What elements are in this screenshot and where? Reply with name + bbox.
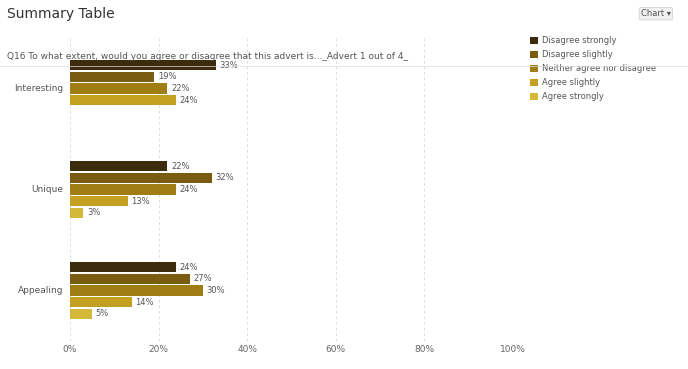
Bar: [70, 60, 216, 70]
Text: 24%: 24%: [180, 96, 198, 105]
Text: 24%: 24%: [180, 185, 198, 194]
Text: 13%: 13%: [131, 197, 150, 206]
Bar: [70, 196, 127, 206]
Text: Appealing: Appealing: [18, 286, 63, 295]
Text: 27%: 27%: [193, 275, 212, 283]
Bar: [70, 161, 167, 171]
Bar: [70, 173, 212, 183]
Text: 32%: 32%: [215, 173, 234, 182]
Text: 22%: 22%: [171, 84, 189, 93]
Text: Summary Table: Summary Table: [7, 7, 114, 21]
Text: Chart ▾: Chart ▾: [641, 9, 671, 18]
Text: 3%: 3%: [87, 208, 100, 217]
Text: 22%: 22%: [171, 162, 189, 171]
Bar: [70, 309, 92, 319]
Text: 24%: 24%: [180, 263, 198, 272]
Bar: [70, 208, 83, 218]
Text: Q16 To what extent, would you agree or disagree that this advert is..._Advert 1 : Q16 To what extent, would you agree or d…: [7, 52, 408, 61]
Text: Unique: Unique: [32, 185, 63, 194]
Text: 5%: 5%: [96, 309, 109, 318]
Bar: [70, 262, 176, 272]
Bar: [70, 83, 167, 94]
Bar: [70, 95, 176, 105]
Bar: [70, 184, 176, 194]
Bar: [70, 72, 154, 82]
Text: 19%: 19%: [158, 72, 176, 82]
Legend: Disagree strongly, Disagree slightly, Neither agree nor disagree, Agree slightly: Disagree strongly, Disagree slightly, Ne…: [530, 36, 656, 101]
Text: Interesting: Interesting: [14, 84, 63, 93]
Text: 30%: 30%: [206, 286, 225, 295]
Bar: [70, 274, 190, 284]
Bar: [70, 286, 203, 296]
Bar: [70, 297, 132, 307]
Text: 14%: 14%: [136, 298, 154, 307]
Text: 33%: 33%: [219, 61, 239, 70]
